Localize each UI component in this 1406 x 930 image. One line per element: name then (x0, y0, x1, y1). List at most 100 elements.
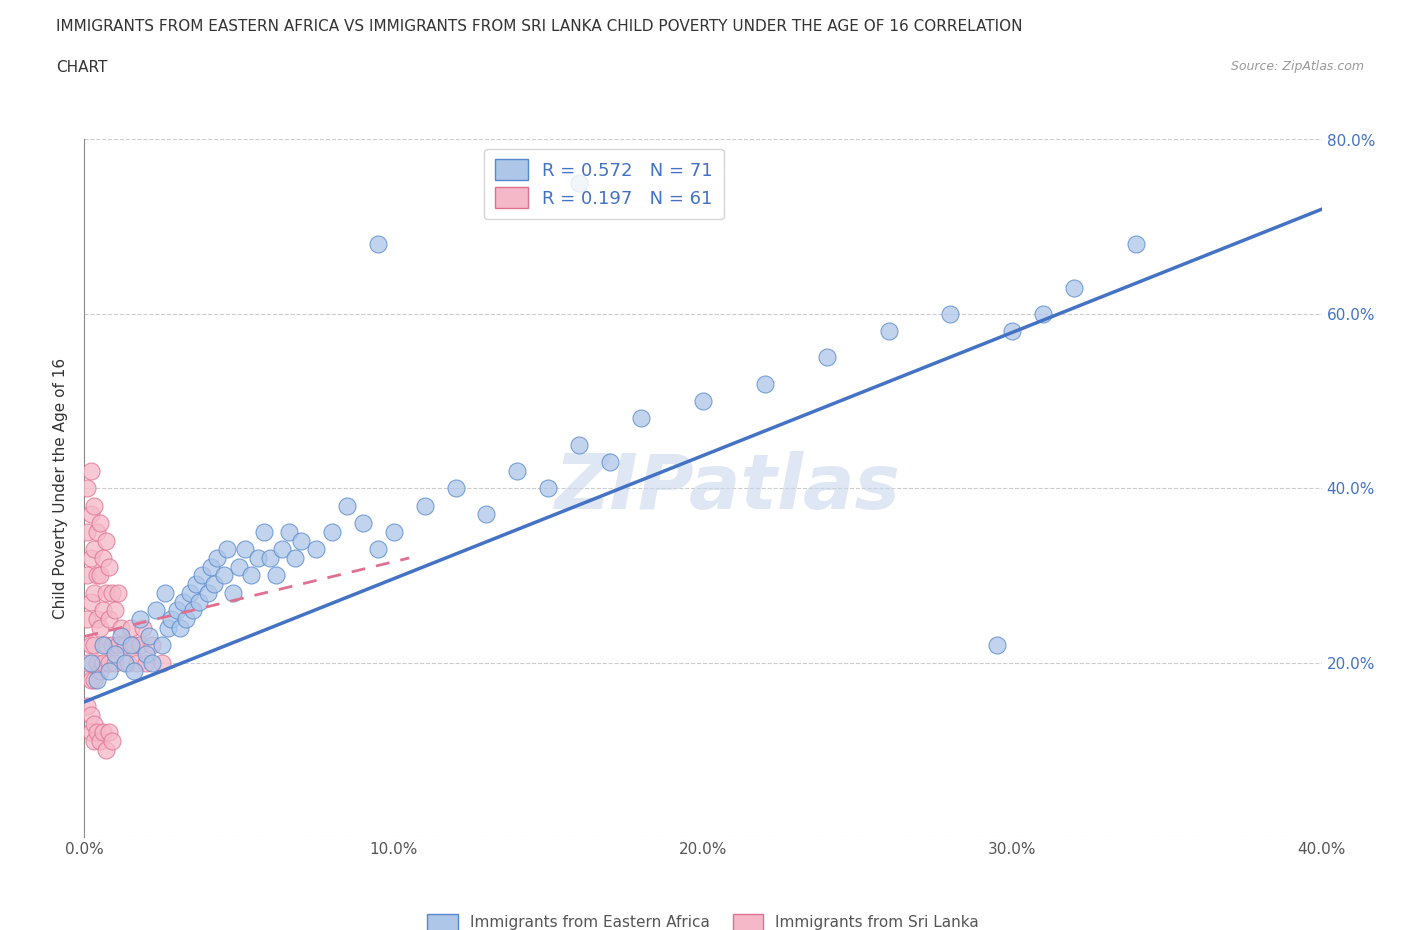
Point (94, 742, 117, 757)
Point (89, 620, 111, 635)
Point (79, 656, 101, 671)
Point (79, 551, 101, 565)
Point (367, 542, 389, 557)
Point (79, 672, 101, 687)
Point (202, 577, 225, 591)
Point (86, 656, 108, 671)
Point (228, 559, 250, 574)
Point (91, 725, 114, 740)
Point (94, 586, 117, 601)
Point (382, 525, 405, 539)
Point (200, 559, 222, 574)
Point (277, 525, 299, 539)
Point (169, 620, 191, 635)
Point (98, 664, 121, 679)
Point (79, 594, 101, 609)
Point (599, 455, 621, 470)
Point (83, 498, 105, 513)
Point (110, 620, 132, 635)
Point (568, 176, 591, 191)
Point (156, 620, 179, 635)
Point (141, 656, 163, 671)
Point (939, 307, 962, 322)
Point (107, 638, 129, 653)
Point (79, 725, 101, 740)
Y-axis label: Child Poverty Under the Age of 16: Child Poverty Under the Age of 16 (53, 358, 69, 618)
Point (176, 612, 198, 627)
Point (197, 586, 219, 601)
Point (215, 542, 238, 557)
Point (104, 656, 127, 671)
Point (83, 638, 105, 653)
Point (253, 525, 276, 539)
Point (76, 612, 98, 627)
Point (83, 716, 105, 731)
Point (233, 542, 256, 557)
Point (692, 393, 714, 408)
Point (754, 377, 776, 392)
Point (166, 603, 188, 618)
Point (79, 507, 101, 522)
Point (141, 638, 163, 653)
Point (114, 638, 136, 653)
Point (129, 612, 152, 627)
Point (321, 525, 343, 539)
Point (101, 638, 124, 653)
Point (1063, 280, 1085, 295)
Point (86, 725, 108, 740)
Point (630, 411, 652, 426)
Point (76, 525, 98, 539)
Point (815, 350, 838, 365)
Point (305, 542, 328, 557)
Point (290, 533, 312, 548)
Point (125, 656, 148, 671)
Point (187, 594, 209, 609)
Point (271, 542, 294, 557)
Point (98, 725, 121, 740)
Point (91, 638, 114, 653)
Point (1125, 237, 1147, 252)
Point (86, 525, 108, 539)
Point (336, 498, 359, 513)
Point (135, 656, 157, 671)
Legend: Immigrants from Eastern Africa, Immigrants from Sri Lanka: Immigrants from Eastern Africa, Immigran… (420, 908, 986, 930)
Point (240, 568, 263, 583)
Point (86, 612, 108, 627)
Point (506, 463, 529, 478)
Point (94, 533, 117, 548)
Point (877, 324, 900, 339)
Point (184, 577, 207, 591)
Point (89, 664, 111, 679)
Point (222, 586, 245, 601)
Point (98, 559, 121, 574)
Point (259, 551, 281, 565)
Point (91, 603, 114, 618)
Point (568, 437, 591, 452)
Point (89, 568, 111, 583)
Point (179, 586, 201, 601)
Point (91, 656, 114, 671)
Point (89, 734, 111, 749)
Point (86, 672, 108, 687)
Point (191, 568, 214, 583)
Point (89, 515, 111, 530)
Point (160, 612, 183, 627)
Point (135, 646, 157, 661)
Point (117, 656, 139, 671)
Point (83, 542, 105, 557)
Point (352, 515, 374, 530)
Point (129, 638, 152, 653)
Point (246, 551, 269, 565)
Point (94, 638, 117, 653)
Point (212, 568, 235, 583)
Point (145, 603, 167, 618)
Point (1032, 307, 1054, 322)
Point (537, 481, 560, 496)
Point (98, 656, 121, 671)
Point (91, 551, 114, 565)
Point (98, 612, 121, 627)
Point (207, 551, 229, 565)
Point (413, 498, 436, 513)
Point (120, 638, 142, 653)
Point (76, 481, 98, 496)
